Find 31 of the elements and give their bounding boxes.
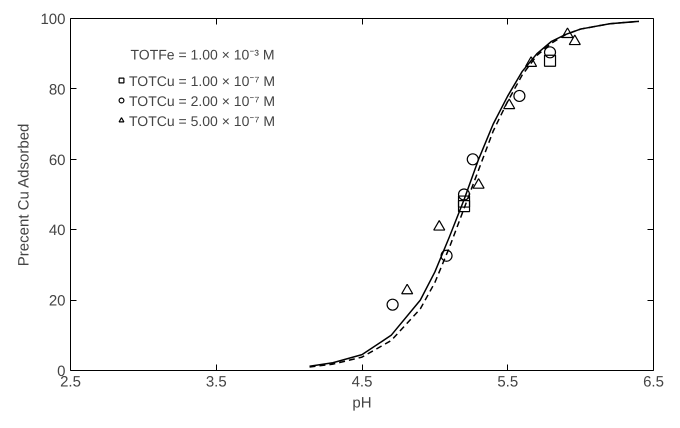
annotation: TOTFe = 1.00 × 10⁻³ M	[130, 46, 275, 62]
x-tick-label: 6.5	[643, 374, 664, 390]
y-tick-label: 100	[40, 11, 66, 28]
point	[561, 27, 574, 38]
point	[440, 250, 453, 262]
point	[458, 188, 470, 201]
legend-label: TOTCu = 1.00 × 10⁻⁷ M	[129, 72, 275, 90]
point	[472, 178, 485, 189]
point	[433, 220, 446, 231]
x-tick-label: 4.5	[352, 374, 372, 390]
x-tick-label: 5.5	[497, 374, 518, 390]
point	[466, 153, 479, 166]
point	[386, 298, 399, 311]
x-axis-title: pH	[352, 394, 372, 412]
y-tick-label: 80	[48, 81, 66, 98]
y-tick-label: 60	[48, 152, 66, 169]
point	[401, 284, 414, 294]
legend-label: TOTCu = 2.00 × 10⁻⁷ M	[129, 92, 275, 110]
point	[513, 90, 526, 102]
point	[568, 34, 581, 46]
legend-label: TOTCu = 5.00 × 10⁻⁷ M	[129, 112, 275, 130]
point	[503, 98, 516, 110]
y-tick-label: 40	[48, 222, 66, 240]
point	[544, 54, 556, 67]
point	[458, 195, 470, 208]
y-axis-title: Precent Cu Adsorbed	[15, 124, 32, 266]
point	[458, 200, 470, 212]
x-tick-label: 3.5	[206, 374, 227, 390]
point	[544, 46, 556, 58]
point	[524, 56, 538, 67]
y-tick-label: 20	[48, 292, 66, 310]
